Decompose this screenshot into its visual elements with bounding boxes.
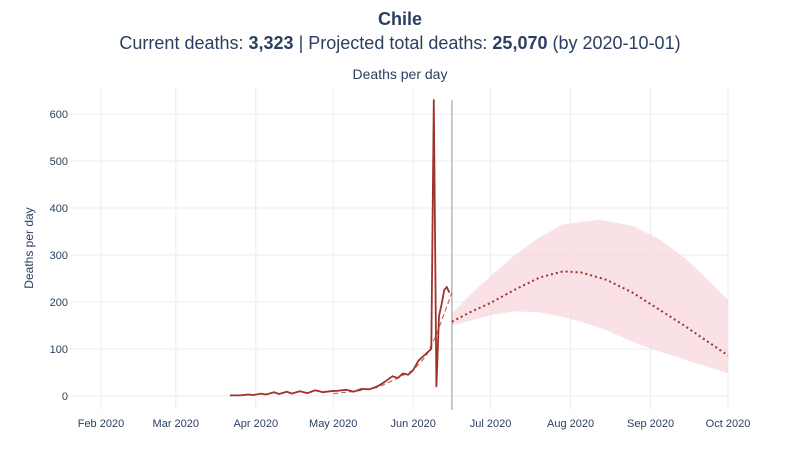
y-tick-label: 200	[50, 297, 68, 309]
smoothed-deaths-line	[333, 292, 453, 395]
subtitle-separator: |	[298, 33, 304, 53]
x-tick-label: Mar 2020	[153, 418, 199, 430]
grid-lines	[70, 88, 729, 410]
projected-date-suffix: (by 2020-10-01)	[552, 33, 681, 53]
y-tick-label: 100	[50, 344, 68, 356]
x-tick-label: Sep 2020	[627, 418, 674, 430]
projected-deaths-value: 25,070	[492, 33, 548, 53]
panel-title: Deaths per day	[352, 66, 448, 82]
y-tick-label: 0	[62, 391, 68, 403]
y-tick-label: 600	[50, 109, 68, 121]
current-deaths-label: Current deaths:	[119, 33, 244, 53]
projected-deaths-line	[451, 270, 729, 357]
projected-deaths-label: Projected total deaths:	[308, 33, 488, 53]
y-tick-label: 400	[50, 203, 68, 215]
chart-subtitle: Current deaths: 3,323 | Projected total …	[0, 33, 800, 54]
projection-band	[451, 219, 728, 374]
y-tick-label: 500	[50, 156, 68, 168]
x-tick-label: Oct 2020	[706, 418, 751, 430]
y-tick-label: 300	[50, 250, 68, 262]
x-tick-label: Aug 2020	[547, 418, 594, 430]
chart-title-country: Chile	[377, 9, 422, 29]
x-tick-label: Jul 2020	[470, 418, 512, 430]
x-tick-label: May 2020	[309, 418, 357, 430]
x-tick-label: Apr 2020	[233, 418, 278, 430]
observed-deaths-line	[230, 99, 451, 397]
x-tick-label: Feb 2020	[78, 418, 124, 430]
x-tick-label: Jun 2020	[391, 418, 436, 430]
projection-band-layer	[451, 100, 728, 410]
tick-labels: 0 100 200 300 400 500 600 Feb 2020 Mar 2020 Apr 2…	[50, 109, 751, 430]
current-deaths-value: 3,323	[248, 33, 294, 53]
series-layer	[230, 99, 729, 397]
